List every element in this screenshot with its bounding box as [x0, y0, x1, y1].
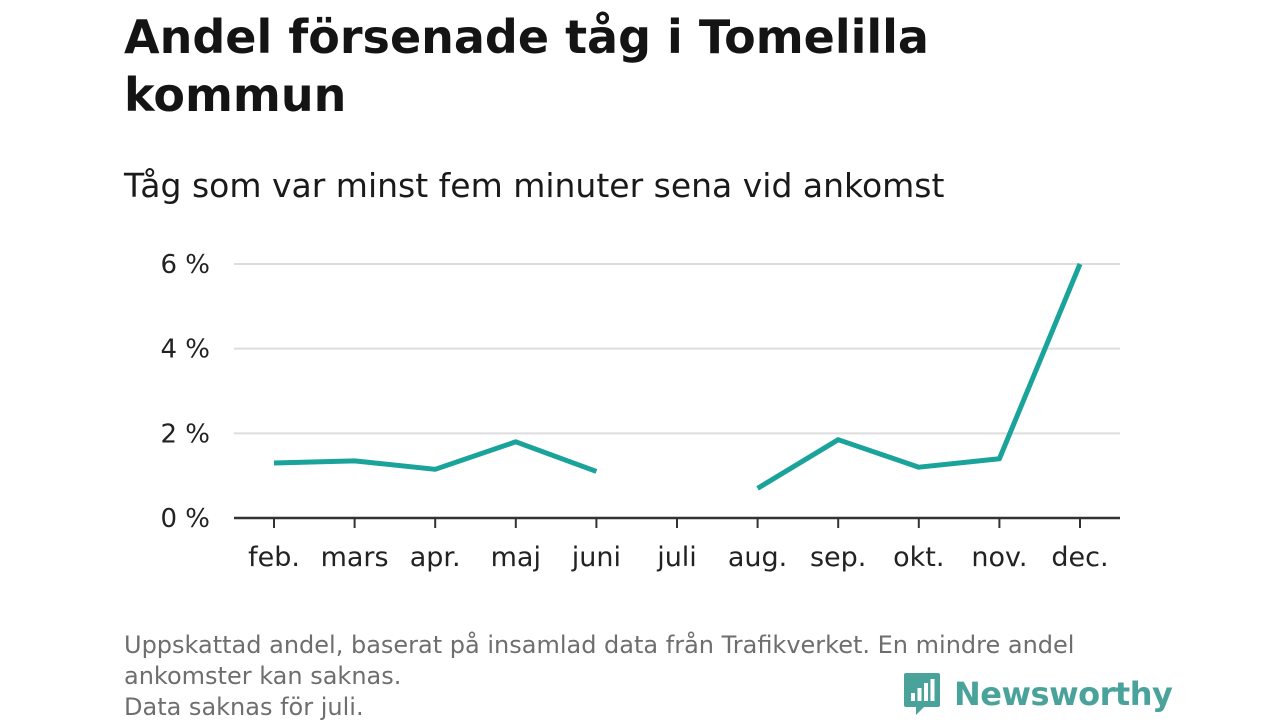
y-tick-label: 0 % [160, 504, 210, 534]
series-line-segment [273, 439, 598, 474]
x-tick-label: sep. [810, 542, 866, 573]
footnote-line: Uppskattad andel, baserat på insamlad da… [124, 631, 1075, 659]
x-tick-label: mars [321, 542, 389, 573]
x-tick-label: maj [491, 542, 541, 573]
chart-title: Andel försenade tåg i Tomelilla kommun [124, 10, 929, 122]
chart-subtitle: Tåg som var minst fem minuter sena vid a… [124, 166, 945, 205]
y-tick-label: 4 % [160, 335, 210, 365]
logo-text: Newsworthy [954, 675, 1173, 713]
series-line-segment [756, 263, 1083, 491]
grid-lines [234, 263, 1120, 435]
x-tick-label: dec. [1051, 542, 1108, 573]
line-chart: 0 % 2 % 4 % 6 % feb. mars apr. maj juni juli aug.… [160, 250, 1120, 573]
newsworthy-logo: Newsworthy [902, 670, 1173, 718]
x-tick-label: juli [656, 542, 697, 573]
bar-chart-speech-bubble-icon [904, 673, 940, 715]
footnote-line: Data saknas för juli. [124, 693, 364, 721]
y-tick-label: 6 % [160, 250, 210, 280]
x-tick-label: okt. [893, 542, 944, 573]
y-axis-labels: 0 % 2 % 4 % 6 % [160, 250, 210, 534]
x-tick-label: nov. [971, 542, 1027, 573]
x-tick-label: juni [571, 542, 621, 573]
y-tick-label: 2 % [160, 419, 210, 449]
footnote-line: ankomster kan saknas. [124, 662, 402, 690]
x-axis: feb. mars apr. maj juni juli aug. sep. okt. nov. d… [234, 516, 1120, 573]
x-tick-label: aug. [728, 542, 787, 573]
footnote: Uppskattad andel, baserat på insamlad da… [124, 630, 1154, 723]
x-tick-label: apr. [410, 542, 461, 573]
series-lines [273, 263, 1083, 491]
x-tick-label: feb. [248, 542, 300, 573]
